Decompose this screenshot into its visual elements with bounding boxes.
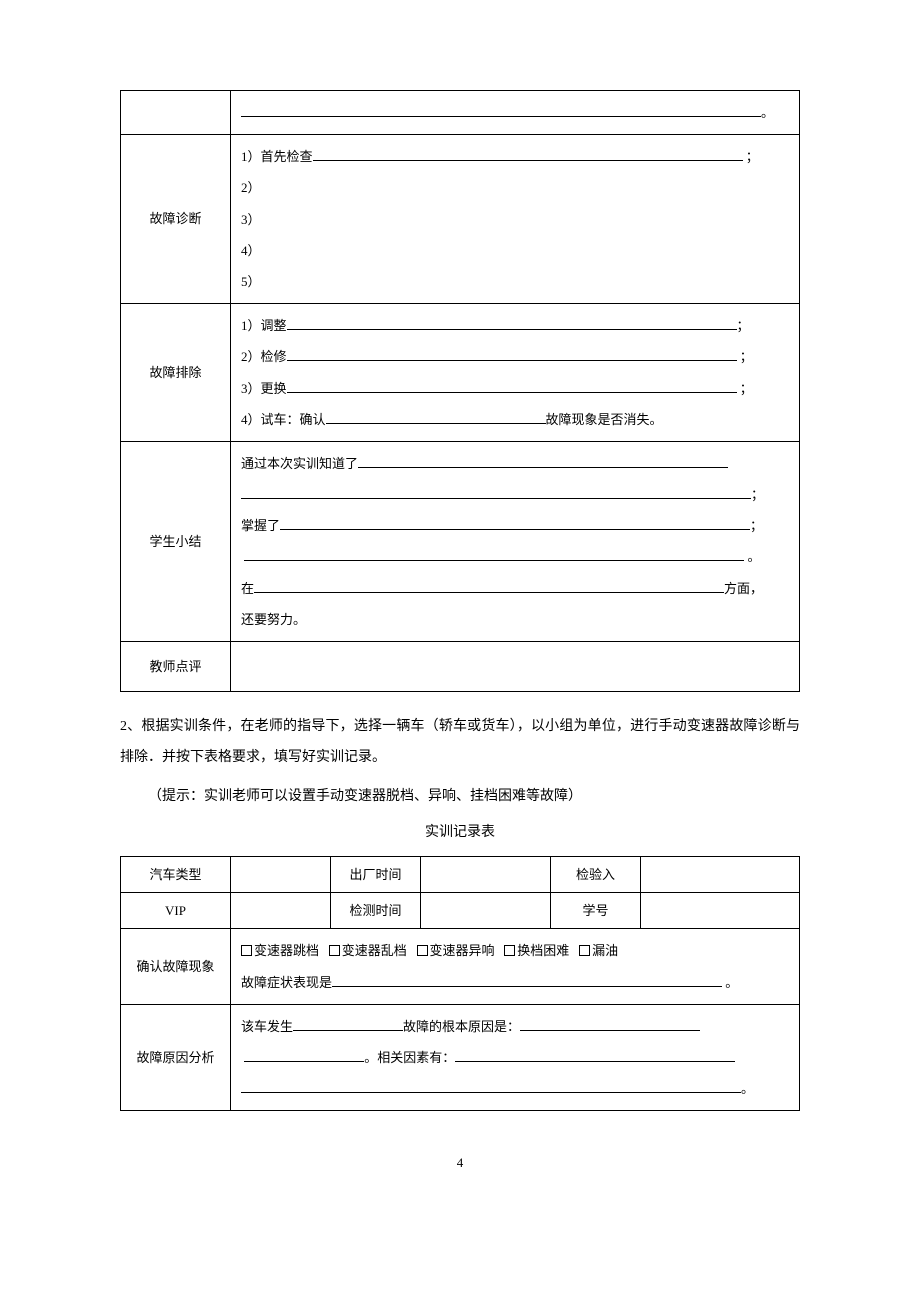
period: 。 xyxy=(761,105,774,120)
confirm-label: 确认故障现象 xyxy=(121,929,231,1004)
table2-title: 实训记录表 xyxy=(120,820,800,845)
remove-content: 1）调整 ； 2）检修 ； 3）更换 ； 4）试车：确认 故障现象是否消失。 xyxy=(231,304,800,442)
rem-line1-prefix: 1）调整 xyxy=(241,318,287,333)
rem-line1-tail: ； xyxy=(737,318,750,333)
cause-line1-prefix: 该车发生 xyxy=(241,1019,293,1034)
checkbox-icon[interactable] xyxy=(579,945,590,956)
t2-r2c6 xyxy=(641,892,800,928)
rem-line2-prefix: 2）检修 xyxy=(241,349,287,364)
page-number: 4 xyxy=(120,1151,800,1174)
sum-line4-tail: 。 xyxy=(748,549,761,564)
teacher-content xyxy=(231,642,800,692)
sum-line5-prefix: 在 xyxy=(241,581,254,596)
opt5: 漏油 xyxy=(592,943,618,958)
cause-line2-mid: 。相关因素有： xyxy=(364,1050,455,1065)
rem-line4-prefix: 4）试车：确认 xyxy=(241,412,326,427)
summary-label: 学生小结 xyxy=(121,441,231,641)
training-record-table-2: 汽车类型 出厂时间 检验入 VIP 检测时间 学号 确认故障现象 变速器跳档 变… xyxy=(120,856,800,1112)
t2-r2c2 xyxy=(231,892,331,928)
sum-line2-tail: ； xyxy=(751,487,764,502)
training-record-table-1: 。 故障诊断 1）首先检查 ； 2） 3） 4） 5） 故障排除 1）调整 ； 2… xyxy=(120,90,800,692)
sum-line6: 还要努力。 xyxy=(241,604,789,635)
t2-r2c1: VIP xyxy=(121,892,231,928)
t2-r2c4 xyxy=(421,892,551,928)
diag-line5: 5） xyxy=(241,266,789,297)
remove-label: 故障排除 xyxy=(121,304,231,442)
cause-content: 该车发生 故障的根本原因是： 。相关因素有： 。 xyxy=(231,1004,800,1111)
checkbox-icon[interactable] xyxy=(241,945,252,956)
sum-line5-suffix: 方面， xyxy=(724,581,763,596)
t2-r1c4 xyxy=(421,856,551,892)
cause-label: 故障原因分析 xyxy=(121,1004,231,1111)
row-content-blank: 。 xyxy=(231,91,800,135)
opt2: 变速器乱档 xyxy=(342,943,407,958)
teacher-label: 教师点评 xyxy=(121,642,231,692)
row-label-blank xyxy=(121,91,231,135)
opt1: 变速器跳档 xyxy=(254,943,319,958)
cause-line3-tail: 。 xyxy=(741,1081,754,1096)
confirm-content: 变速器跳档 变速器乱档 变速器异响 换档困难 漏油 故障症状表现是 。 xyxy=(231,929,800,1004)
rem-line3-tail: ； xyxy=(740,381,753,396)
rem-line3-prefix: 3）更换 xyxy=(241,381,287,396)
checkbox-icon[interactable] xyxy=(504,945,515,956)
confirm-line2-prefix: 故障症状表现是 xyxy=(241,975,332,990)
t2-r2c5: 学号 xyxy=(551,892,641,928)
opt4: 换档困难 xyxy=(517,943,569,958)
t2-r1c5: 检验入 xyxy=(551,856,641,892)
rem-line4-suffix: 故障现象是否消失。 xyxy=(546,412,663,427)
diag-line1-tail: ； xyxy=(746,149,759,164)
diag-line1-prefix: 1）首先检查 xyxy=(241,149,313,164)
t2-r1c3: 出厂时间 xyxy=(331,856,421,892)
rem-line2-tail: ； xyxy=(740,349,753,364)
t2-r1c6 xyxy=(641,856,800,892)
checkbox-icon[interactable] xyxy=(329,945,340,956)
t2-r1c1: 汽车类型 xyxy=(121,856,231,892)
sum-line3-tail: ； xyxy=(750,518,763,533)
sum-line3-prefix: 掌握了 xyxy=(241,518,280,533)
t2-r1c2 xyxy=(231,856,331,892)
diag-line2: 2） xyxy=(241,172,789,203)
cause-line1-mid: 故障的根本原因是： xyxy=(403,1019,520,1034)
checkbox-icon[interactable] xyxy=(417,945,428,956)
instruction-paragraph: 2、根据实训条件，在老师的指导下，选择一辆车（轿车或货车），以小组为单位，进行手… xyxy=(120,712,800,774)
t2-r2c3: 检测时间 xyxy=(331,892,421,928)
opt3: 变速器异响 xyxy=(430,943,495,958)
diagnosis-content: 1）首先检查 ； 2） 3） 4） 5） xyxy=(231,135,800,304)
summary-content: 通过本次实训知道了 ； 掌握了 ； 。 在 方面， 还要努力。 xyxy=(231,441,800,641)
diagnosis-label: 故障诊断 xyxy=(121,135,231,304)
diag-line4: 4） xyxy=(241,235,789,266)
diag-line3: 3） xyxy=(241,204,789,235)
hint-paragraph: （提示：实训老师可以设置手动变速器脱档、异响、挂档困难等故障） xyxy=(120,782,800,813)
sum-line1-prefix: 通过本次实训知道了 xyxy=(241,456,358,471)
confirm-line2-tail: 。 xyxy=(725,975,738,990)
